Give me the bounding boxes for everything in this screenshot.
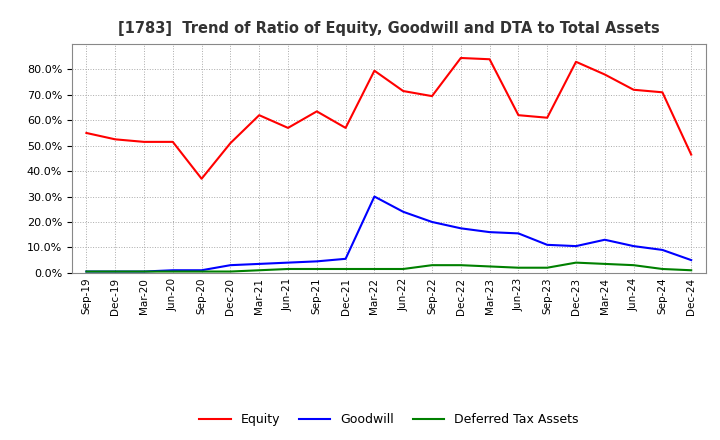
Goodwill bbox=[658, 247, 667, 253]
Title: [1783]  Trend of Ratio of Equity, Goodwill and DTA to Total Assets: [1783] Trend of Ratio of Equity, Goodwil… bbox=[118, 21, 660, 36]
Deferred Tax Assets bbox=[140, 269, 148, 274]
Deferred Tax Assets bbox=[456, 263, 465, 268]
Goodwill bbox=[255, 261, 264, 267]
Deferred Tax Assets bbox=[168, 269, 177, 274]
Deferred Tax Assets bbox=[255, 268, 264, 273]
Deferred Tax Assets bbox=[111, 269, 120, 274]
Goodwill bbox=[312, 259, 321, 264]
Deferred Tax Assets bbox=[428, 263, 436, 268]
Goodwill bbox=[629, 243, 638, 249]
Equity bbox=[111, 137, 120, 142]
Goodwill bbox=[428, 219, 436, 224]
Equity bbox=[168, 139, 177, 144]
Deferred Tax Assets bbox=[312, 266, 321, 271]
Goodwill bbox=[284, 260, 292, 265]
Equity bbox=[543, 115, 552, 121]
Goodwill bbox=[687, 257, 696, 263]
Equity bbox=[572, 59, 580, 64]
Deferred Tax Assets bbox=[658, 266, 667, 271]
Equity bbox=[370, 68, 379, 73]
Equity bbox=[514, 113, 523, 118]
Goodwill bbox=[485, 230, 494, 235]
Goodwill bbox=[456, 226, 465, 231]
Equity bbox=[600, 72, 609, 77]
Equity bbox=[629, 87, 638, 92]
Deferred Tax Assets bbox=[629, 263, 638, 268]
Goodwill bbox=[226, 263, 235, 268]
Equity bbox=[197, 176, 206, 181]
Equity bbox=[658, 90, 667, 95]
Equity bbox=[485, 57, 494, 62]
Goodwill bbox=[543, 242, 552, 247]
Equity bbox=[687, 152, 696, 157]
Goodwill bbox=[168, 268, 177, 273]
Deferred Tax Assets bbox=[687, 268, 696, 273]
Equity bbox=[226, 140, 235, 146]
Deferred Tax Assets bbox=[197, 269, 206, 274]
Goodwill bbox=[111, 269, 120, 274]
Goodwill bbox=[140, 269, 148, 274]
Equity bbox=[399, 88, 408, 94]
Deferred Tax Assets bbox=[543, 265, 552, 270]
Deferred Tax Assets bbox=[82, 269, 91, 274]
Deferred Tax Assets bbox=[284, 266, 292, 271]
Line: Goodwill: Goodwill bbox=[86, 197, 691, 271]
Deferred Tax Assets bbox=[341, 266, 350, 271]
Equity bbox=[341, 125, 350, 131]
Goodwill bbox=[370, 194, 379, 199]
Equity bbox=[312, 109, 321, 114]
Equity bbox=[456, 55, 465, 61]
Legend: Equity, Goodwill, Deferred Tax Assets: Equity, Goodwill, Deferred Tax Assets bbox=[194, 408, 583, 431]
Deferred Tax Assets bbox=[485, 264, 494, 269]
Equity bbox=[255, 113, 264, 118]
Goodwill bbox=[600, 237, 609, 242]
Equity bbox=[428, 93, 436, 99]
Equity bbox=[82, 130, 91, 136]
Line: Deferred Tax Assets: Deferred Tax Assets bbox=[86, 263, 691, 271]
Line: Equity: Equity bbox=[86, 58, 691, 179]
Goodwill bbox=[572, 243, 580, 249]
Deferred Tax Assets bbox=[399, 266, 408, 271]
Goodwill bbox=[197, 268, 206, 273]
Goodwill bbox=[399, 209, 408, 214]
Deferred Tax Assets bbox=[514, 265, 523, 270]
Goodwill bbox=[341, 256, 350, 261]
Equity bbox=[284, 125, 292, 131]
Deferred Tax Assets bbox=[600, 261, 609, 267]
Goodwill bbox=[514, 231, 523, 236]
Deferred Tax Assets bbox=[370, 266, 379, 271]
Deferred Tax Assets bbox=[572, 260, 580, 265]
Goodwill bbox=[82, 269, 91, 274]
Deferred Tax Assets bbox=[226, 269, 235, 274]
Equity bbox=[140, 139, 148, 144]
